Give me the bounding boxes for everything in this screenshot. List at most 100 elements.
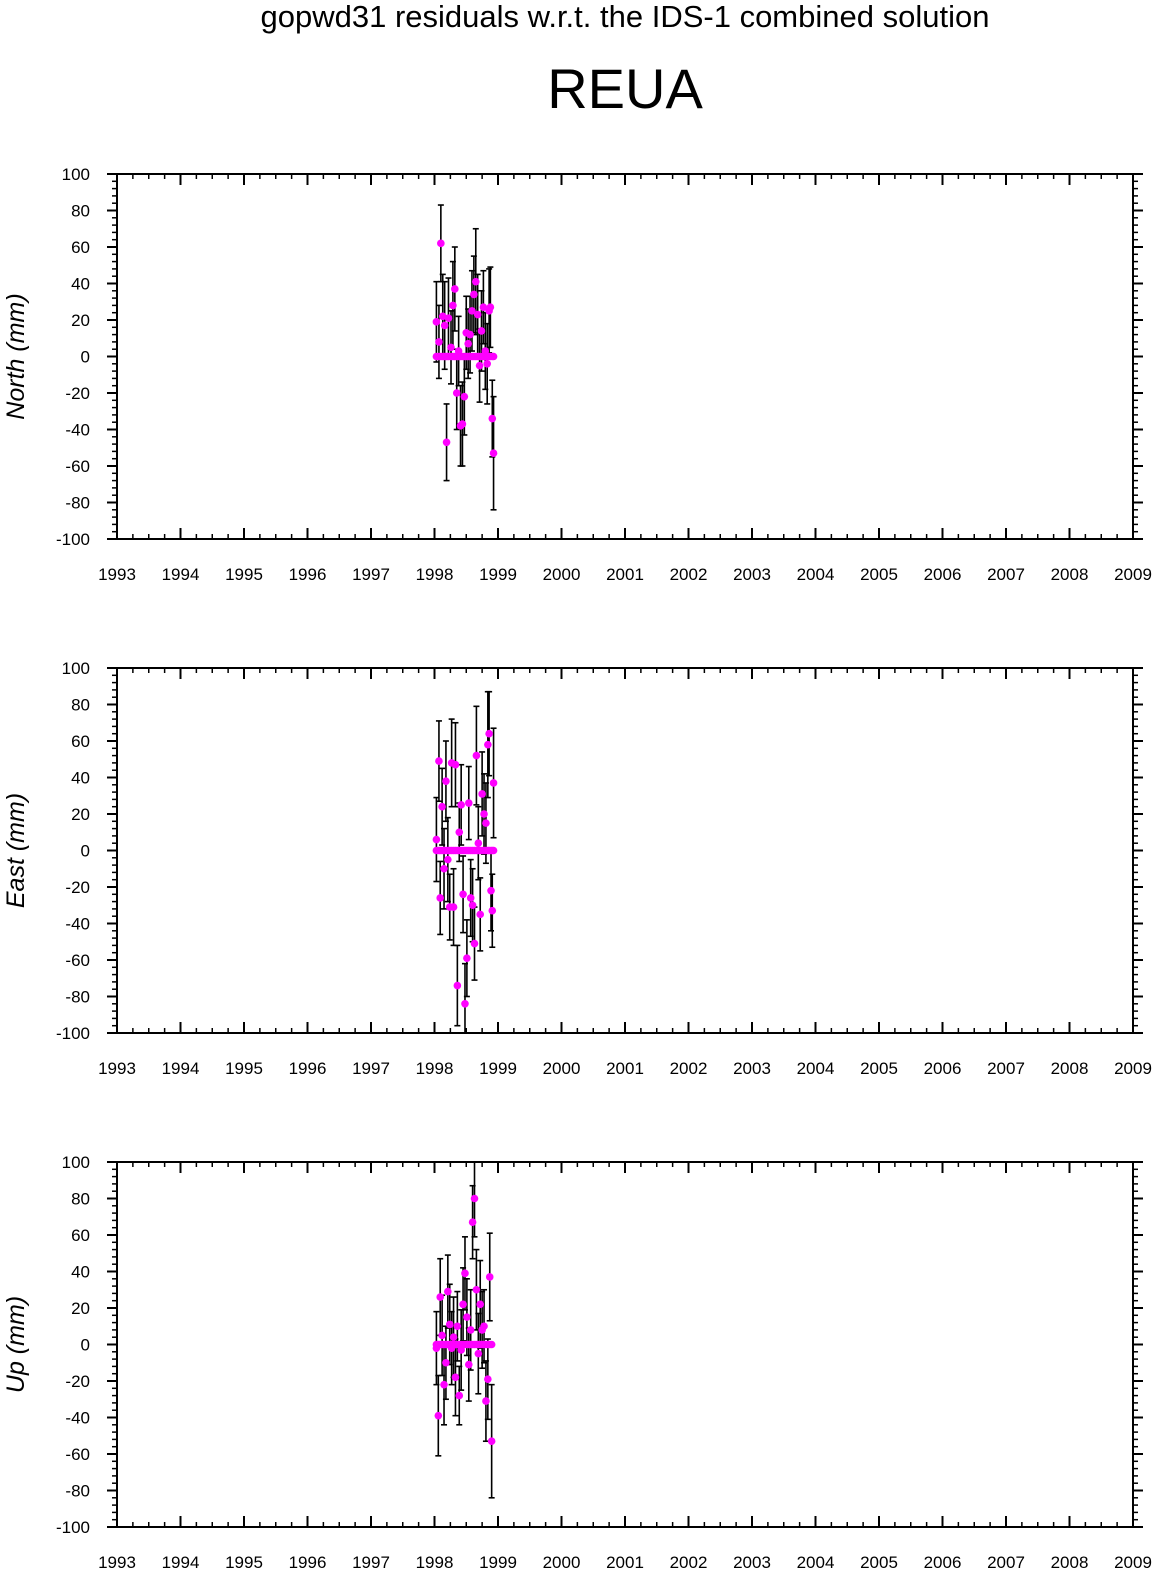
y-axis-label: East (mm) bbox=[2, 793, 30, 908]
residual-point bbox=[438, 802, 446, 811]
residual-point bbox=[444, 314, 453, 322]
residual-point bbox=[461, 1000, 469, 1008]
residual-point bbox=[464, 799, 473, 807]
plot-frame bbox=[116, 173, 1134, 540]
residual-point bbox=[468, 307, 476, 315]
residual-point bbox=[485, 729, 493, 738]
residual-point bbox=[475, 361, 484, 370]
x-tick-label: 2006 bbox=[924, 1059, 962, 1078]
y-tick-label: 40 bbox=[71, 1263, 90, 1282]
residual-point bbox=[432, 835, 441, 844]
x-tick-label: 2002 bbox=[670, 1059, 708, 1078]
residual-point bbox=[444, 1287, 452, 1296]
y-tick-label: 60 bbox=[71, 1226, 90, 1245]
y-tick-label: -80 bbox=[65, 494, 90, 513]
residual-point bbox=[449, 301, 457, 310]
x-tick-label: 1996 bbox=[289, 1553, 327, 1572]
residual-point bbox=[453, 1322, 462, 1331]
x-tick-label: 1998 bbox=[416, 1553, 454, 1572]
y-axis-label: North (mm) bbox=[2, 293, 30, 419]
x-tick-label: 1995 bbox=[225, 565, 263, 584]
x-tick-label: 1998 bbox=[416, 565, 454, 584]
residual-point bbox=[483, 360, 492, 368]
residual-point bbox=[440, 1380, 448, 1389]
plot-frame bbox=[116, 1161, 1134, 1528]
y-tick-label: -20 bbox=[65, 878, 90, 897]
residual-point bbox=[444, 855, 452, 864]
x-tick-label: 2000 bbox=[543, 1553, 581, 1572]
y-tick-label: 0 bbox=[81, 348, 90, 367]
residual-point bbox=[442, 438, 451, 447]
y-tick-label: 0 bbox=[81, 1336, 90, 1355]
residual-point bbox=[438, 312, 447, 321]
residual-point bbox=[451, 760, 460, 769]
y-tick-label: 0 bbox=[81, 842, 90, 861]
residual-point bbox=[476, 910, 485, 919]
x-tick-label: 2003 bbox=[733, 1553, 771, 1572]
residual-point bbox=[488, 414, 497, 423]
y-tick-label: -60 bbox=[65, 951, 90, 970]
x-tick-label: 1999 bbox=[479, 1059, 517, 1078]
residual-point bbox=[474, 839, 483, 847]
north-panel: 1993 1994 1995 1996 1997 1998 1999 2000 2001 2002… bbox=[0, 160, 1160, 590]
residual-point bbox=[442, 1358, 450, 1367]
residual-point bbox=[449, 903, 458, 911]
y-tick-label: -40 bbox=[65, 1409, 90, 1428]
residual-point bbox=[466, 894, 475, 902]
residual-point bbox=[454, 347, 463, 355]
y-tick-label: 60 bbox=[71, 732, 90, 751]
x-tick-label: 1995 bbox=[225, 1553, 263, 1572]
x-tick-label: 2004 bbox=[797, 1553, 835, 1572]
x-tick-label: 2001 bbox=[606, 565, 644, 584]
residual-point bbox=[468, 1218, 477, 1227]
residual-point bbox=[461, 1269, 469, 1278]
y-tick-label: 100 bbox=[62, 659, 90, 678]
x-tick-label: 2006 bbox=[924, 1553, 962, 1572]
x-tick-label: 1994 bbox=[162, 565, 200, 584]
east-panel: 1993 1994 1995 1996 1997 1998 1999 2000 2001 2002… bbox=[0, 654, 1160, 1084]
residual-point bbox=[476, 1300, 485, 1309]
y-tick-label: -100 bbox=[56, 1024, 90, 1043]
residual-point bbox=[449, 1333, 458, 1341]
x-tick-label: 1994 bbox=[162, 1059, 200, 1078]
y-tick-label: -60 bbox=[65, 1445, 90, 1464]
reference-point bbox=[487, 1340, 496, 1349]
y-tick-label: 80 bbox=[71, 696, 90, 715]
residual-point bbox=[460, 392, 469, 401]
plot-svg: 1993 1994 1995 1996 1997 1998 1999 2000 2001 2002… bbox=[2, 165, 1152, 584]
residual-point bbox=[477, 327, 486, 335]
residual-point bbox=[464, 339, 472, 348]
residual-point bbox=[453, 981, 462, 990]
y-tick-label: -80 bbox=[65, 1482, 90, 1501]
y-tick-label: -20 bbox=[65, 1372, 90, 1391]
reference-point bbox=[489, 352, 498, 361]
residual-point bbox=[484, 740, 492, 749]
residual-point bbox=[466, 330, 474, 339]
residual-point bbox=[482, 819, 490, 827]
x-tick-label: 1999 bbox=[479, 565, 517, 584]
residual-point bbox=[487, 1437, 496, 1446]
residual-point bbox=[459, 1300, 467, 1309]
residual-point bbox=[472, 751, 481, 760]
reference-point bbox=[489, 846, 498, 855]
residual-point bbox=[470, 290, 478, 299]
x-tick-label: 1996 bbox=[289, 1059, 327, 1078]
x-tick-label: 2003 bbox=[733, 1059, 771, 1078]
residual-point bbox=[488, 906, 497, 915]
y-tick-label: -40 bbox=[65, 915, 90, 934]
x-tick-label: 2008 bbox=[1051, 565, 1089, 584]
y-tick-label: 80 bbox=[71, 202, 90, 221]
plot-svg: 1993 1994 1995 1996 1997 1998 1999 2000 2001 2002… bbox=[2, 1153, 1152, 1572]
residual-point bbox=[474, 1349, 483, 1358]
residual-point bbox=[436, 894, 445, 902]
x-tick-label: 2004 bbox=[797, 1059, 835, 1078]
x-tick-label: 2005 bbox=[860, 565, 898, 584]
residual-point bbox=[470, 1194, 479, 1203]
residual-point bbox=[486, 303, 495, 312]
x-tick-label: 2001 bbox=[606, 1059, 644, 1078]
residual-point bbox=[487, 886, 495, 895]
residual-point bbox=[472, 1285, 481, 1294]
residual-point bbox=[435, 757, 443, 765]
residual-point bbox=[458, 420, 467, 428]
x-tick-label: 2005 bbox=[860, 1553, 898, 1572]
